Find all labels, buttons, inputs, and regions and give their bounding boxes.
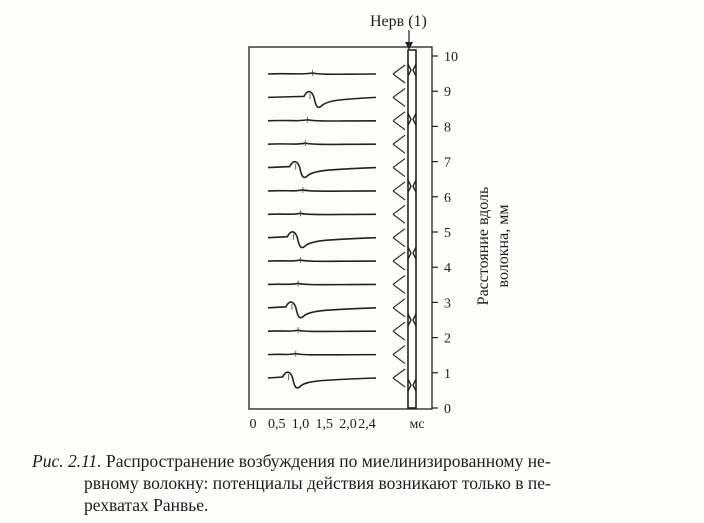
y-tick-label: 2: [444, 332, 451, 347]
electrode-lead: [392, 111, 406, 131]
x-tick-label: 1,5: [316, 417, 334, 432]
electrode-lead: [392, 298, 406, 318]
electrode-lead: [392, 158, 406, 177]
action-potential-trace: [267, 352, 377, 356]
x-tick-label: 2,0: [339, 417, 357, 432]
x-tick-label: 1,0: [292, 417, 310, 432]
y-axis-ticks: 0 1 2 3 4 5 6 7 8 9 10: [432, 50, 458, 417]
nerve-label-arrowhead: [405, 42, 413, 50]
electrode-lead: [392, 368, 406, 388]
action-potential-trace: [267, 259, 377, 263]
action-potential-trace: [267, 142, 377, 146]
y-tick-label: 1: [444, 367, 451, 382]
electrode-lead: [392, 321, 406, 341]
ranvier-node: [407, 179, 417, 193]
action-potential-trace: [267, 282, 377, 286]
action-potential-trace: [267, 90, 377, 109]
y-tick-label: 0: [444, 402, 451, 417]
x-tick-label: 2,4: [358, 417, 376, 432]
x-tick-label: 0,5: [268, 417, 286, 432]
electrode-lead: [392, 64, 406, 84]
action-potential-trace: [267, 160, 377, 179]
electrode-lead: [392, 134, 406, 154]
caption-line-2: рвному волокну: потенциалы действия возн…: [84, 473, 551, 493]
electrode-lead: [392, 87, 406, 107]
electrode-lead: [392, 181, 406, 201]
y-tick-label: 10: [444, 50, 458, 65]
axon: [407, 49, 417, 409]
action-potential-trace: [267, 118, 377, 122]
x-axis-ticks: 0 0,5 1,0 1,5 2,0 2,4 мс: [250, 417, 425, 432]
action-potential-trace: [267, 212, 377, 216]
ranvier-node: [407, 378, 417, 392]
ranvier-node: [407, 113, 417, 126]
y-axis-label-line1: Расстояние вдоль: [475, 187, 492, 306]
y-tick-label: 3: [444, 296, 451, 311]
electrode-lead: [392, 204, 406, 224]
electrode-lead: [392, 275, 406, 294]
ranvier-node: [407, 313, 417, 327]
action-potential-trace: [267, 72, 377, 76]
y-tick-label: 5: [444, 226, 451, 241]
action-potential-traces: [267, 70, 377, 389]
ranvier-node: [407, 246, 417, 260]
x-tick-label: 0: [250, 417, 257, 432]
nerve-label: Нерв (1): [370, 13, 427, 30]
y-tick-label: 6: [444, 191, 451, 206]
myelinated-fiber-figure: 0 1 2 3 4 5 6 7 8 9 10 0 0,5 1,0 1,5 2,0 2,4 мс Нерв (1)…: [248, 13, 512, 432]
y-tick-label: 4: [444, 261, 451, 276]
action-potential-trace: [267, 301, 377, 319]
caption-label: Рис. 2.11.: [32, 451, 102, 471]
caption-line-1: Распространение возбуждения по миелинизи…: [106, 451, 551, 471]
myelinated-nerve-fiber: [392, 49, 417, 409]
y-tick-label: 7: [444, 156, 451, 171]
action-potential-trace: [267, 189, 377, 192]
action-potential-trace: [267, 231, 377, 249]
electrode-lead: [392, 345, 406, 365]
electrode-lead: [392, 251, 406, 271]
electrode-lead: [392, 228, 406, 248]
plot-frame: [248, 46, 433, 410]
y-tick-label: 8: [444, 120, 451, 135]
x-unit-label: мс: [409, 417, 424, 432]
caption-line-3: рехватах Ранвье.: [84, 495, 209, 515]
ranvier-node: [407, 63, 417, 77]
y-axis-label: Расстояние вдоль волокна, мм: [475, 187, 512, 306]
figure-caption: Рис. 2.11. Распространение возбуждения п…: [32, 450, 692, 516]
action-potential-trace: [267, 371, 377, 389]
y-axis-label-line2: волокна, мм: [495, 205, 512, 288]
y-tick-label: 9: [444, 85, 451, 100]
action-potential-trace: [267, 329, 377, 333]
